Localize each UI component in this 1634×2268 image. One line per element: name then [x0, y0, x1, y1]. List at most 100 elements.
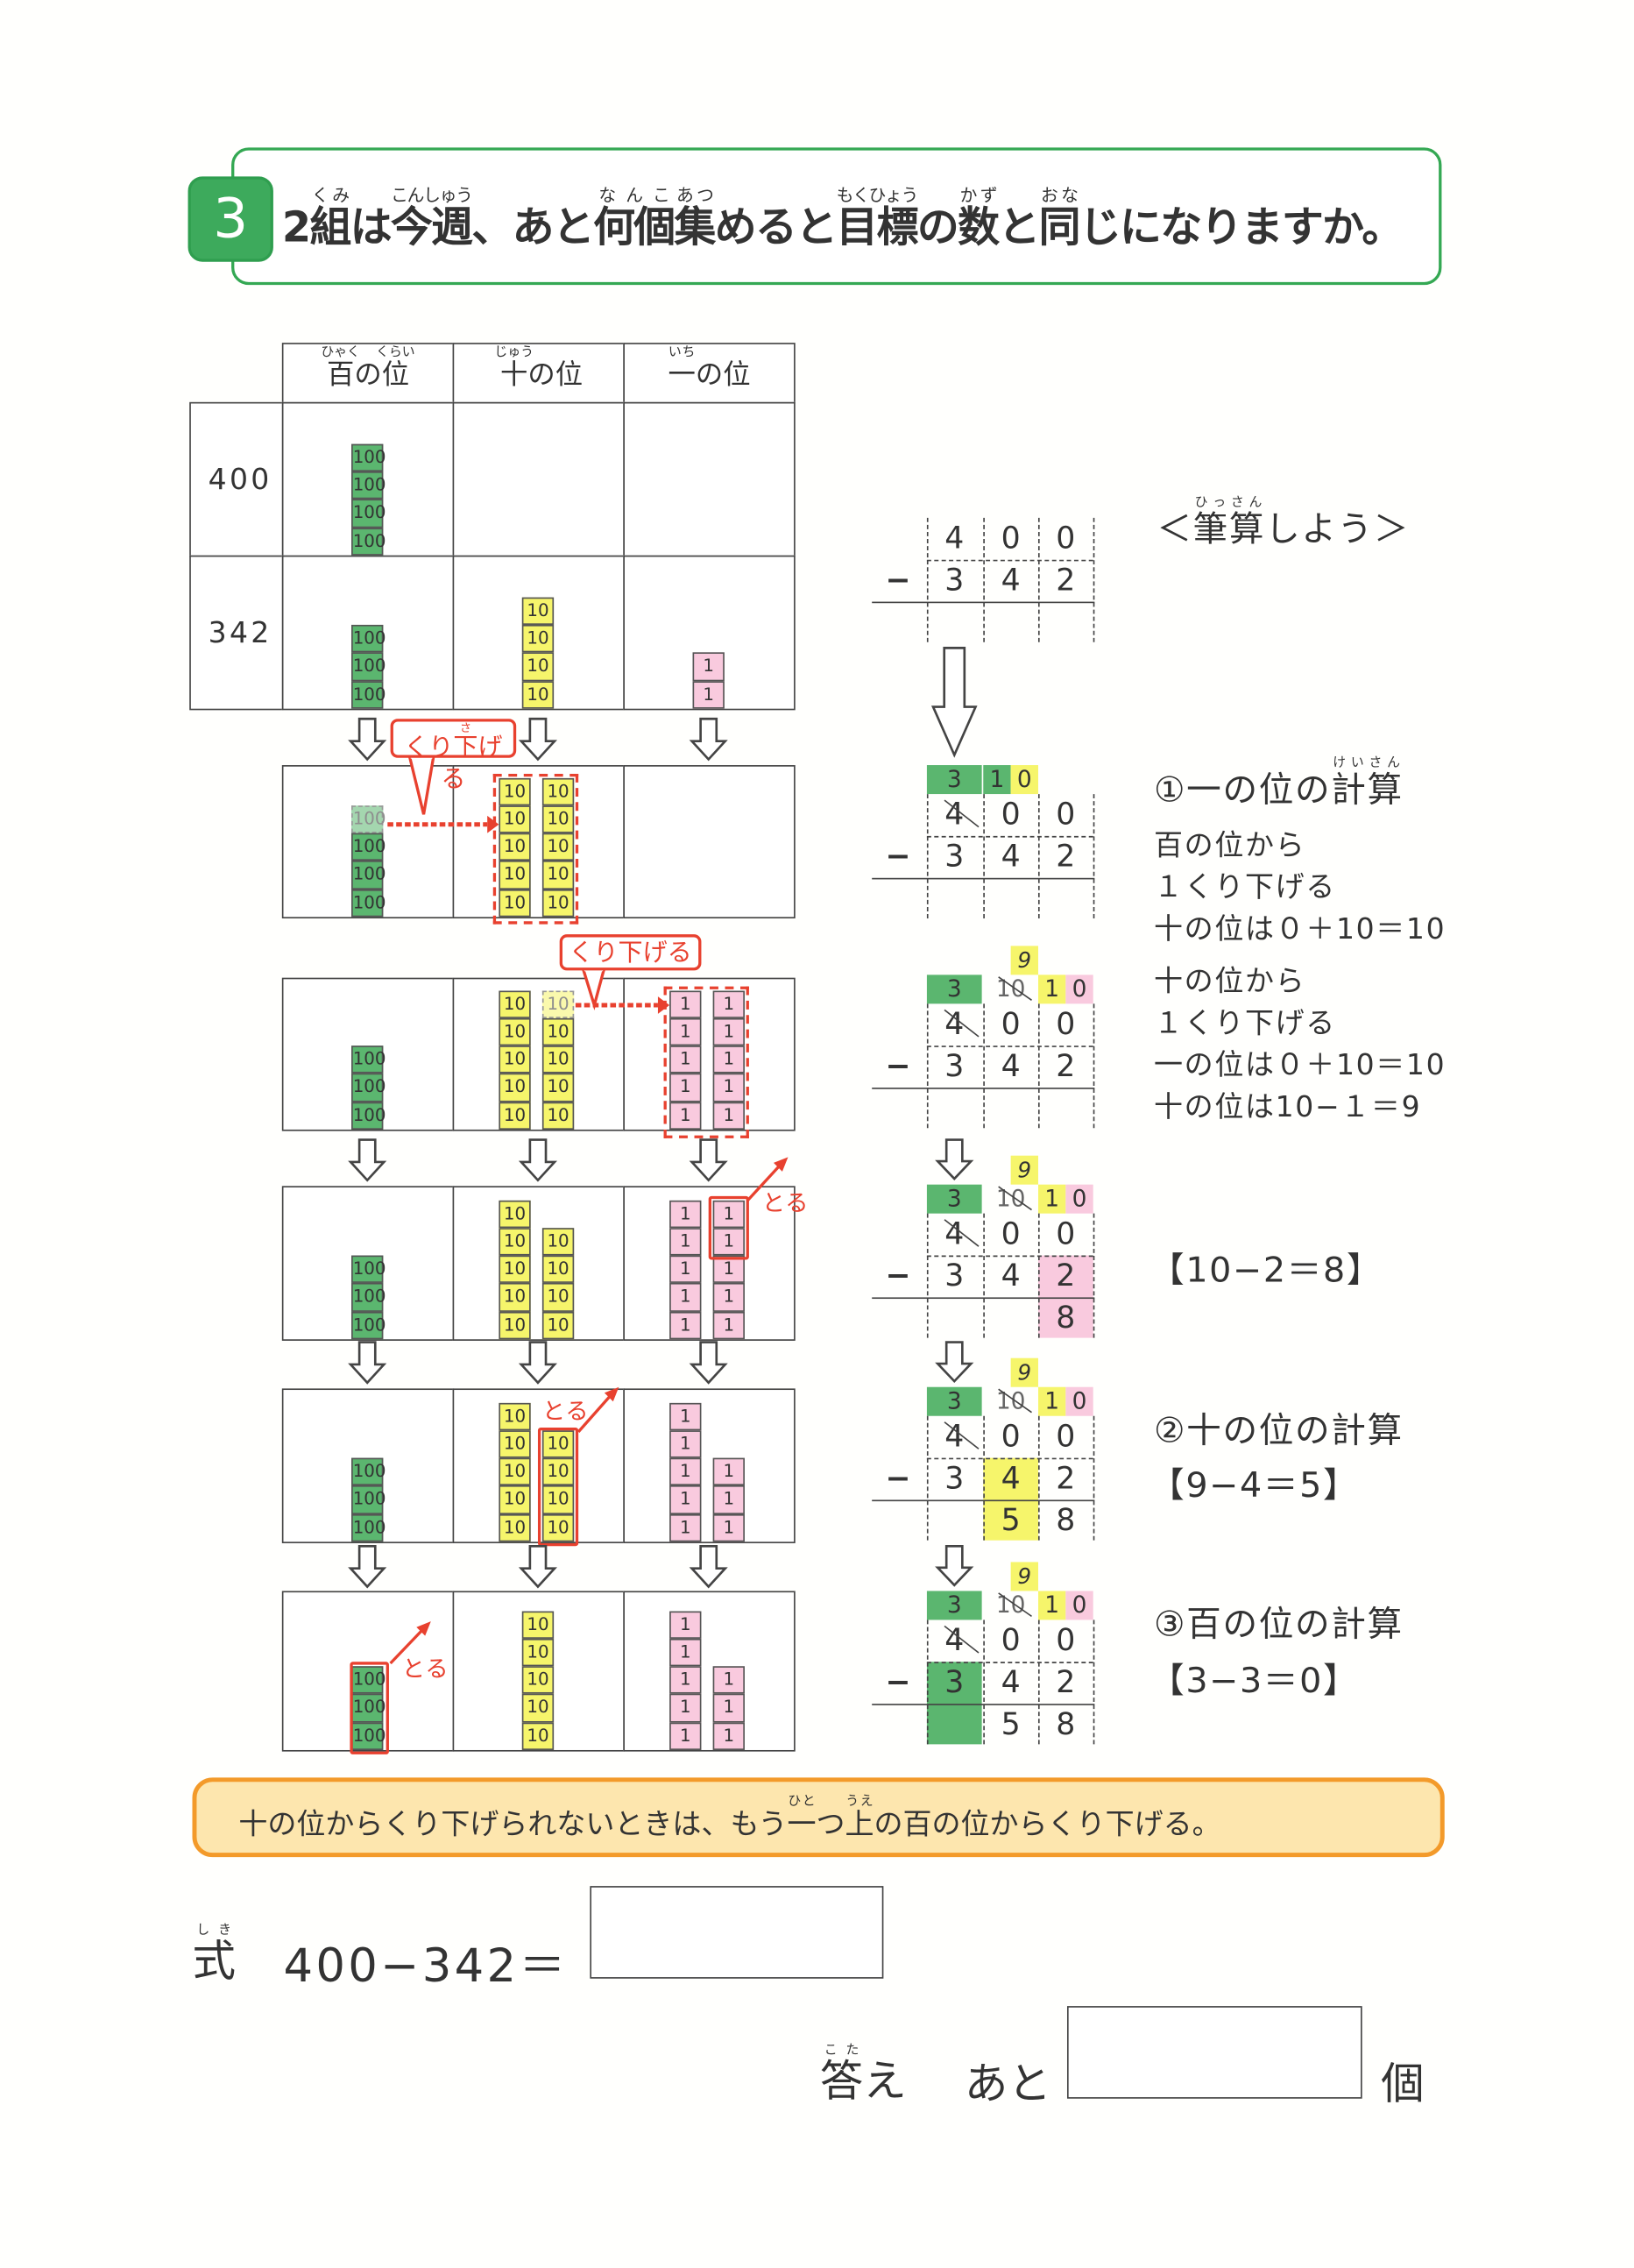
answer-digit [1038, 602, 1093, 644]
ruby-text: 目標もくひょう [836, 185, 918, 252]
subtrahend-digit: 2 [1056, 1048, 1076, 1084]
carry-digit: 0 [1010, 765, 1038, 795]
take-arrow [576, 1393, 613, 1433]
ruby-reading: くみ [309, 185, 351, 206]
step2-equation: 【9−4＝5】 [1149, 1464, 1360, 1506]
grid-line [1093, 794, 1095, 919]
carry-digit: 3 [926, 1591, 982, 1620]
ruby-text: 数かず [958, 185, 1000, 252]
minuend-digit: 0 [1001, 1419, 1021, 1454]
answer-label-ruby: こた [819, 2044, 864, 2059]
ten-block: 10 [499, 1017, 531, 1046]
highlight-cell [926, 1662, 982, 1745]
ten-block: 10 [499, 1513, 531, 1542]
ten-block: 10 [499, 804, 531, 833]
hundred-block: 100 [351, 500, 386, 528]
step-2-t-cell [452, 977, 625, 1131]
one-block: 1 [692, 680, 725, 709]
ten-block: 10 [521, 625, 555, 653]
formula-expression: 400−342＝ [283, 1938, 569, 1994]
row-400-o-cell [623, 401, 796, 557]
subtrahend-digit: 4 [1001, 1258, 1021, 1293]
text-segment: の [354, 358, 382, 391]
answer-box[interactable] [1066, 2006, 1362, 2099]
ten-block: 10 [541, 1485, 575, 1514]
hundred-block: 100 [351, 833, 386, 861]
one-block: 1 [669, 1227, 702, 1256]
grid-line [926, 835, 1093, 838]
text-segment: と [998, 202, 1040, 252]
hundred-block: 100 [351, 861, 386, 889]
minuend-digit: 0 [1056, 797, 1076, 832]
ten-block: 10 [541, 833, 575, 861]
down-arrow-icon [935, 1341, 974, 1384]
one-block: 1 [669, 1610, 702, 1639]
formula-label-text: 式 [192, 1936, 237, 1988]
question-text: 2組くみは今週こんしゅう、あと何個なんこ集あつめると目標もくひょうの数かずと同お… [282, 185, 1404, 254]
one-block: 1 [669, 1074, 702, 1102]
step1-line: 一の位は０＋10＝10 [1154, 1046, 1447, 1082]
ruby-reading: おな [1038, 185, 1081, 206]
formula-answer-box[interactable] [590, 1886, 884, 1979]
down-arrow-icon [935, 1544, 974, 1587]
down-arrow-icon [348, 717, 387, 762]
big-down-arrow-icon [930, 647, 978, 758]
ruby-text: 同おな [1039, 185, 1081, 252]
ten-block: 10 [499, 1429, 531, 1458]
ten-block: 10 [541, 1017, 575, 1046]
minuend-digit: 0 [1001, 1622, 1021, 1658]
ruby-base: 筆算 [1192, 508, 1266, 550]
one-block: 1 [712, 1283, 745, 1312]
one-block: 1 [669, 1513, 702, 1542]
down-arrow-icon [689, 717, 728, 762]
carry-digit: 1 [1037, 1591, 1066, 1620]
one-block: 1 [712, 1694, 745, 1723]
one-block: 1 [669, 1255, 702, 1284]
grid-line [1037, 1619, 1040, 1745]
carry-digit: 1 [1037, 975, 1066, 1004]
subtrahend-digit: 3 [944, 839, 965, 874]
ruby-base: 十 [494, 358, 534, 391]
hundred-block: 100 [351, 443, 386, 472]
text-segment: しよう＞ [1265, 508, 1411, 550]
grid-line [926, 1045, 1093, 1047]
borrow-nine: 9 [1010, 946, 1038, 975]
subtrahend-digit: 3 [944, 1460, 965, 1496]
minuend-digit: 4 [944, 521, 965, 556]
ten-block: 10 [541, 1255, 575, 1284]
grid-line [926, 1457, 1093, 1460]
ruby-text: 今週こんしゅう [391, 185, 473, 252]
grid-line [926, 1003, 929, 1129]
tip-text: 十の位からくり下げられないときは、もう一ひとつ上うえの百の位からくり下げる。 [238, 1795, 1220, 1842]
ruby-reading: じゅう [494, 345, 534, 360]
callout-tail [580, 966, 607, 1010]
ruby-text: 一いち [668, 345, 695, 390]
text-segment: の位 [527, 358, 584, 391]
ten-block: 10 [499, 1255, 531, 1284]
ten-block: 10 [499, 833, 531, 861]
subtrahend-digit: 2 [1056, 1664, 1076, 1700]
ruby-base: 目標 [836, 202, 918, 252]
taken-ones-frame [708, 1195, 749, 1260]
ruby-reading: いち [668, 345, 696, 360]
ten-block: 10 [499, 1457, 531, 1486]
carry-digit: 0 [1065, 1386, 1093, 1416]
ten-block: 10 [541, 861, 575, 889]
down-arrow-icon [518, 717, 558, 762]
step-4-o-cell [623, 1388, 796, 1543]
take-label-ones: とる [761, 1188, 809, 1216]
formula-label: 式しき [193, 1924, 237, 1988]
minuend-digit: 0 [1056, 1419, 1076, 1454]
carry-digit: 3 [926, 1184, 982, 1214]
step-3-t-cell [452, 1186, 625, 1341]
tip-box [192, 1777, 1445, 1858]
one-block: 1 [669, 1311, 702, 1340]
hundred-block: 100 [351, 889, 386, 918]
subtrahend-digit: 3 [944, 1258, 965, 1293]
ten-block: 10 [541, 1429, 575, 1458]
ruby-text: 上うえ [845, 1795, 874, 1841]
grid-line [1037, 1003, 1040, 1129]
one-block: 1 [712, 1200, 745, 1228]
subtrahend-digit: 4 [1001, 1460, 1021, 1496]
carry-digit: 1 [983, 765, 1011, 795]
